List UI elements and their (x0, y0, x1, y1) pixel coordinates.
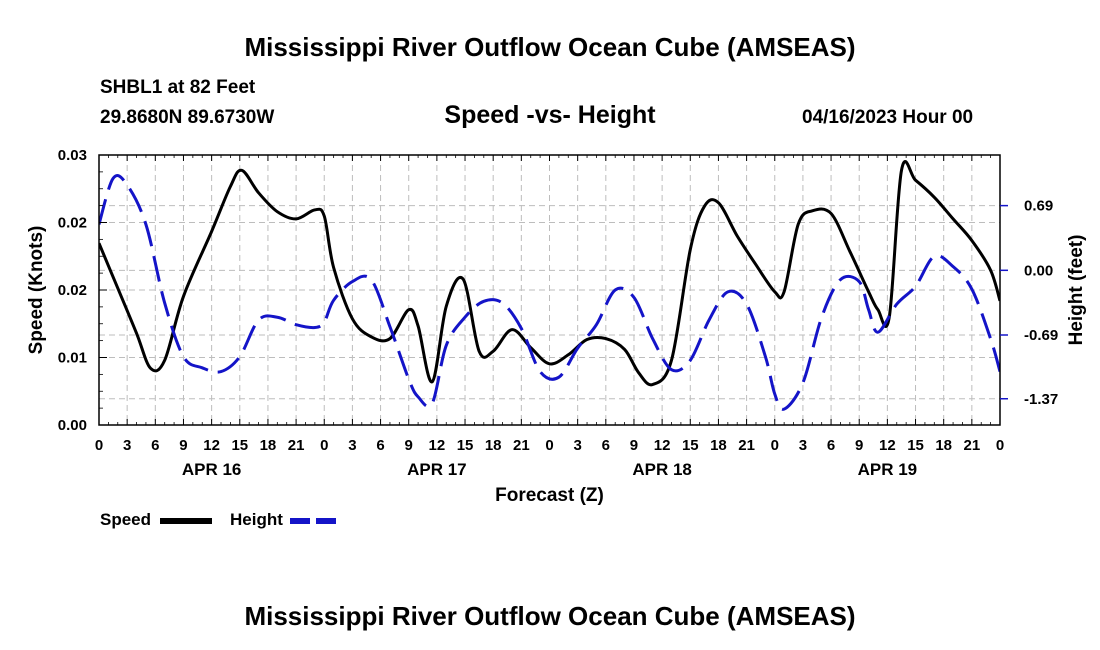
x-tick-label: 21 (964, 437, 981, 454)
x-tick-label: 15 (907, 437, 924, 454)
x-tick-label: 0 (545, 437, 553, 454)
x-tick-label: 18 (485, 437, 502, 454)
y-tick-label: 0.00 (58, 417, 87, 434)
legend-height-swatch (290, 518, 342, 524)
x-tick-label: 21 (288, 437, 305, 454)
bottom-title: Mississippi River Outflow Ocean Cube (AM… (244, 601, 856, 631)
series-height-line (99, 174, 1000, 411)
x-tick-label: 12 (879, 437, 896, 454)
x-tick-label: 3 (348, 437, 356, 454)
day-label: APR 18 (632, 460, 692, 479)
y2-axis-title: Height (feet) (1066, 235, 1087, 346)
x-tick-label: 12 (654, 437, 671, 454)
x-tick-label: 3 (799, 437, 807, 454)
x-tick-label: 3 (573, 437, 581, 454)
x-tick-label: 9 (179, 437, 187, 454)
x-tick-label: 3 (123, 437, 131, 454)
x-axis-title: Forecast (Z) (495, 485, 604, 506)
x-tick-label: 21 (513, 437, 530, 454)
x-tick-label: 18 (710, 437, 727, 454)
legend-speed-label: Speed (100, 510, 152, 529)
y2-tick-label: -1.37 (1024, 391, 1058, 408)
x-tick-label: 15 (231, 437, 248, 454)
x-tick-label: 18 (935, 437, 952, 454)
x-tick-label: 6 (151, 437, 159, 454)
x-tick-label: 0 (95, 437, 103, 454)
axis-labels: 0 3 6 9 12 15 18 21 0 3 6 9 12 15 18 21 0 3 6 9 12 15 18 21 0 3 6 9… (26, 147, 1087, 506)
x-tick-label: 21 (738, 437, 755, 454)
x-tick-label: 9 (405, 437, 413, 454)
legend-speed-swatch (160, 518, 212, 524)
chart-subtitle: Speed -vs- Height (444, 101, 656, 129)
location-label: 29.8680N 89.6730W (100, 107, 275, 128)
y2-tick-label: -0.69 (1024, 327, 1058, 344)
day-label: APR 16 (182, 460, 242, 479)
x-tick-label: 9 (855, 437, 863, 454)
chart-grid (99, 155, 1000, 425)
x-tick-label: 12 (203, 437, 220, 454)
x-tick-label: 9 (630, 437, 638, 454)
day-label: APR 19 (858, 460, 918, 479)
y-axis-title: Speed (Knots) (26, 226, 47, 355)
day-label: APR 17 (407, 460, 467, 479)
series-speed-line (99, 160, 1000, 387)
x-tick-label: 12 (429, 437, 446, 454)
page-title: Mississippi River Outflow Ocean Cube (AM… (244, 32, 856, 62)
axis-ticks (98, 154, 1008, 426)
legend-height-label: Height (230, 510, 283, 529)
x-tick-label: 6 (827, 437, 835, 454)
x-tick-label: 18 (260, 437, 277, 454)
y-tick-label: 0.02 (58, 282, 87, 299)
y-tick-label: 0.02 (58, 215, 87, 232)
x-tick-label: 0 (771, 437, 779, 454)
x-tick-label: 6 (602, 437, 610, 454)
x-tick-label: 6 (376, 437, 384, 454)
x-tick-label: 0 (996, 437, 1004, 454)
forecast-date: 04/16/2023 Hour 00 (802, 107, 974, 128)
series-layer (99, 160, 1000, 411)
x-tick-label: 0 (320, 437, 328, 454)
station-label: SHBL1 at 82 Feet (100, 77, 256, 98)
y2-tick-label: 0.69 (1024, 198, 1053, 215)
x-tick-label: 15 (457, 437, 474, 454)
y-tick-label: 0.01 (58, 350, 87, 367)
x-tick-label: 15 (682, 437, 699, 454)
y-tick-label: 0.03 (58, 147, 87, 164)
y2-tick-label: 0.00 (1024, 262, 1053, 279)
